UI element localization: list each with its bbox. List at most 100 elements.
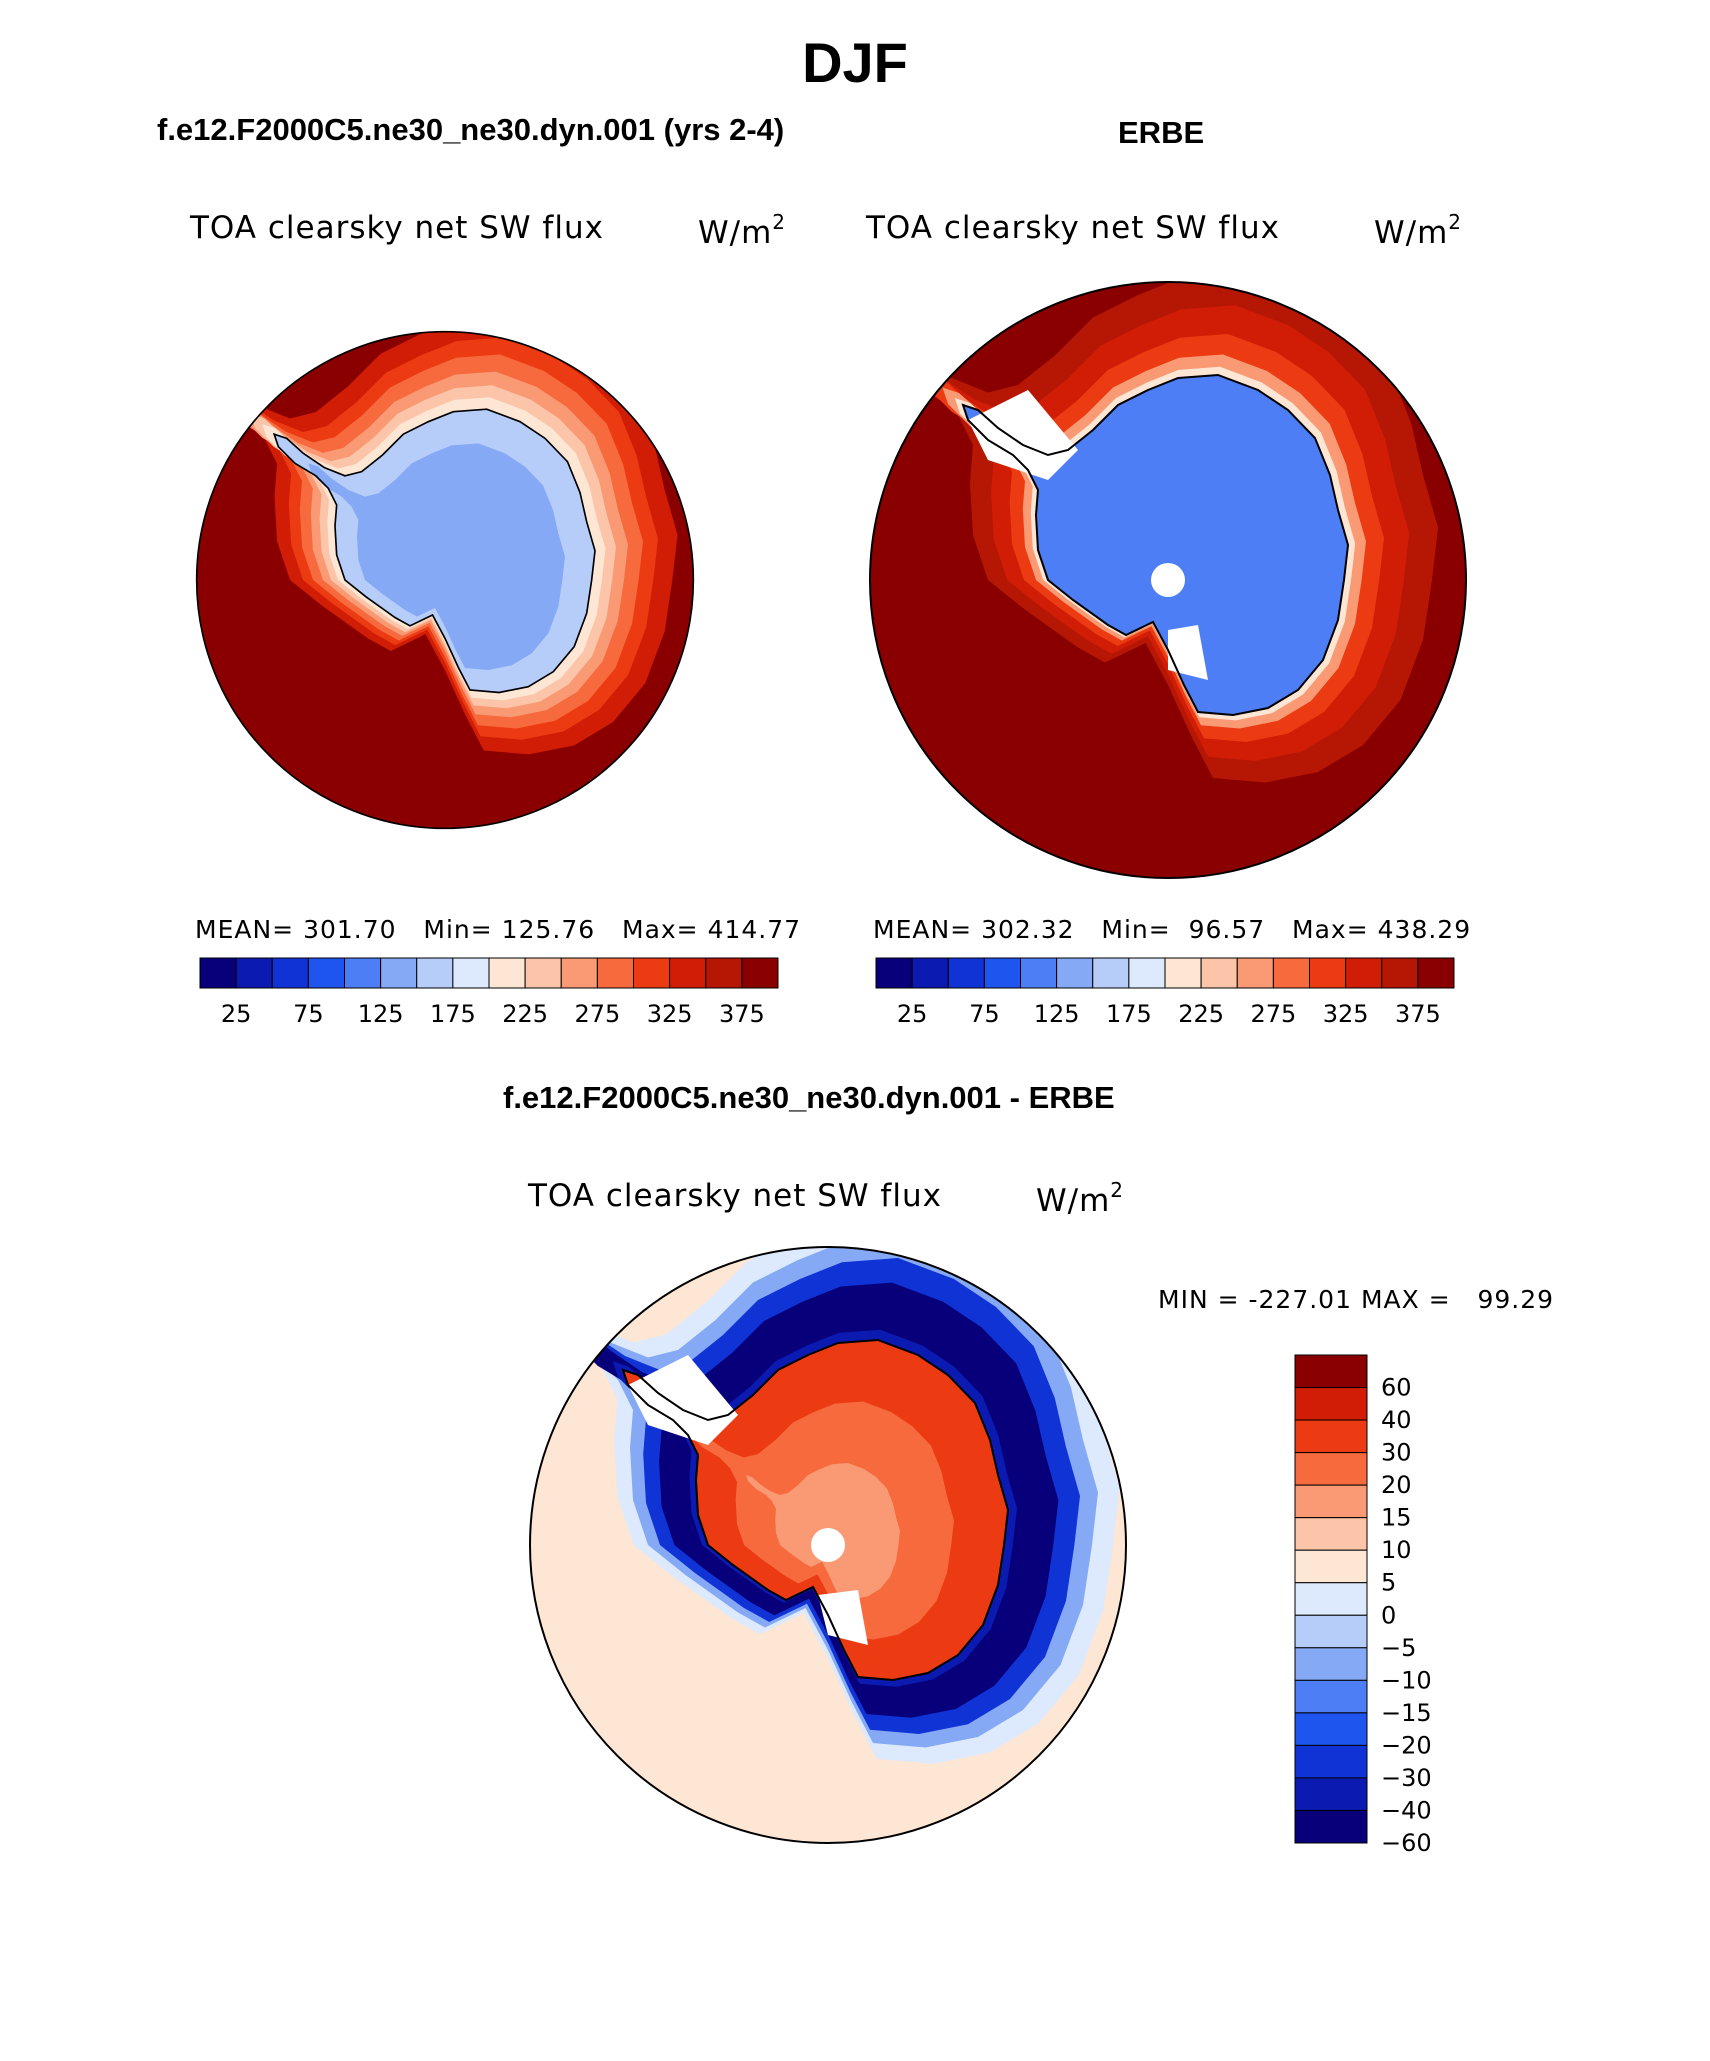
obs-colorbar-swatch-0 [875,957,913,989]
diff-stats: MIN = -227.01 MAX = 99.29 [1158,1285,1555,1314]
model-colorbar-swatch-0 [199,957,237,989]
model-colorbar-tick-label: 225 [502,1000,548,1028]
obs-colorbar-swatch-11 [1272,957,1310,989]
model-colorbar-swatch-1 [235,957,273,989]
diff-colorbar-swatch-0 [1294,1354,1368,1389]
model-variable-label: TOA clearsky net SW flux [190,210,604,246]
diff-colorbar-tick-label: −60 [1381,1829,1432,1857]
obs-colorbar-tick-label: 75 [969,1000,1000,1028]
diff-pole-hole [811,1528,845,1562]
diff-colorbar-swatch-6 [1294,1549,1368,1584]
obs-colorbar-swatch-7 [1128,957,1166,989]
diff-missing-iceshelf [818,1590,868,1645]
diff-colorbar-tick-label: −40 [1381,1796,1432,1824]
model-units-label: W/m2 [698,210,787,251]
obs-units-label: W/m2 [1374,210,1463,251]
model-polar-map [195,330,695,830]
model-map-border [195,330,695,830]
diff-colorbar-swatch-12 [1294,1744,1368,1779]
diff-colorbar-swatch-11 [1294,1712,1368,1746]
obs-colorbar-tick-label: 275 [1250,1000,1296,1028]
obs-map-border [869,281,1467,879]
model-colorbar-swatch-7 [452,957,490,989]
diff-colorbar-swatch-5 [1294,1517,1368,1551]
diff-colorbar-tick-label: 15 [1381,1504,1412,1532]
obs-stats: MEAN= 302.32 Min= 96.57 Max= 438.29 [873,915,1472,944]
diff-panel-title: f.e12.F2000C5.ne30_ne30.dyn.001 - ERBE [503,1080,1115,1115]
diff-colorbar-tick-label: 30 [1381,1439,1412,1467]
obs-colorbar-swatch-14 [1381,957,1419,989]
obs-colorbar-swatch-12 [1309,957,1347,989]
obs-colorbar-tick-label: 125 [1034,1000,1080,1028]
model-colorbar-swatch-3 [307,957,345,989]
diff-polar-map [529,1246,1127,1844]
obs-colorbar-swatch-6 [1092,957,1130,989]
diff-colorbar-tick-label: 20 [1381,1471,1412,1499]
model-contour-7 [308,443,565,670]
diff-colorbar-tick-label: −10 [1381,1666,1432,1694]
diff-colorbar-swatch-7 [1294,1582,1368,1616]
page-title: DJF [802,31,908,94]
obs-colorbar-swatch-4 [1020,957,1058,989]
diff-units-label: W/m2 [1036,1178,1125,1219]
diff-colorbar-swatch-4 [1294,1484,1368,1519]
model-colorbar-tick-label: 325 [647,1000,693,1028]
diff-colorbar-swatch-1 [1294,1387,1368,1421]
obs-colorbar-swatch-5 [1056,957,1094,989]
obs-colorbar-tick-label: 175 [1106,1000,1152,1028]
diff-colorbar-tick-label: −5 [1381,1634,1416,1662]
obs-field [870,282,1466,878]
obs-colorbar-swatch-3 [983,957,1021,989]
diff-colorbar-tick-label: 5 [1381,1569,1396,1597]
diff-coastline [621,1338,1010,1682]
model-colorbar-tick-label: 25 [221,1000,252,1028]
obs-colorbar-swatch-1 [911,957,949,989]
obs-missing-iceshelf [1168,625,1208,680]
obs-coastline [961,373,1350,717]
obs-colorbar-swatch-2 [947,957,985,989]
model-panel-title: f.e12.F2000C5.ne30_ne30.dyn.001 (yrs 2-4… [157,112,785,147]
diff-missing-peninsula [628,1355,738,1445]
diff-colorbar-tick-label: 60 [1381,1374,1412,1402]
model-coastline [272,408,596,694]
diff-colorbar-swatch-14 [1294,1809,1368,1844]
obs-colorbar: 25 75 125 175 225 275 325 375 [875,957,1455,1028]
model-colorbar-tick-label: 175 [430,1000,476,1028]
model-colorbar-swatch-6 [416,957,454,989]
obs-colorbar-swatch-9 [1200,957,1238,989]
obs-colorbar-tick-label: 325 [1323,1000,1369,1028]
diff-colorbar-swatch-3 [1294,1452,1368,1486]
obs-colorbar-swatch-15 [1417,957,1455,989]
obs-panel-title: ERBE [1118,115,1205,150]
diff-field [530,1247,1126,1843]
model-colorbar-swatch-10 [560,957,598,989]
diff-colorbar-tick-label: 40 [1381,1406,1412,1434]
diff-colorbar-swatch-8 [1294,1614,1368,1649]
diff-colorbar-tick-label: −15 [1381,1699,1432,1727]
model-colorbar-tick-label: 75 [293,1000,324,1028]
diff-map-border [529,1246,1127,1844]
model-colorbar-swatch-12 [633,957,671,989]
model-colorbar-swatch-4 [344,957,382,989]
model-colorbar-swatch-11 [596,957,634,989]
obs-missing-peninsula [968,390,1078,480]
model-colorbar-swatch-2 [271,957,309,989]
diff-colorbar-swatch-9 [1294,1647,1368,1681]
diff-colorbar-tick-label: 0 [1381,1601,1396,1629]
obs-pole-hole [1151,563,1185,597]
obs-colorbar-swatch-13 [1345,957,1383,989]
diff-colorbar-tick-label: −20 [1381,1731,1432,1759]
obs-contour-6 [1024,436,1294,675]
diff-colorbar-swatch-10 [1294,1679,1368,1714]
obs-colorbar-tick-label: 375 [1395,1000,1441,1028]
model-colorbar-tick-label: 125 [358,1000,404,1028]
model-colorbar-swatch-5 [380,957,418,989]
obs-colorbar-swatch-8 [1164,957,1202,989]
model-colorbar-swatch-8 [488,957,526,989]
obs-colorbar-tick-label: 225 [1178,1000,1224,1028]
diff-colorbar-tick-label: 10 [1381,1536,1412,1564]
diff-colorbar-swatch-13 [1294,1777,1368,1811]
model-colorbar-swatch-13 [669,957,707,989]
obs-variable-label: TOA clearsky net SW flux [866,210,1280,246]
diff-colorbar-swatch-2 [1294,1419,1368,1454]
